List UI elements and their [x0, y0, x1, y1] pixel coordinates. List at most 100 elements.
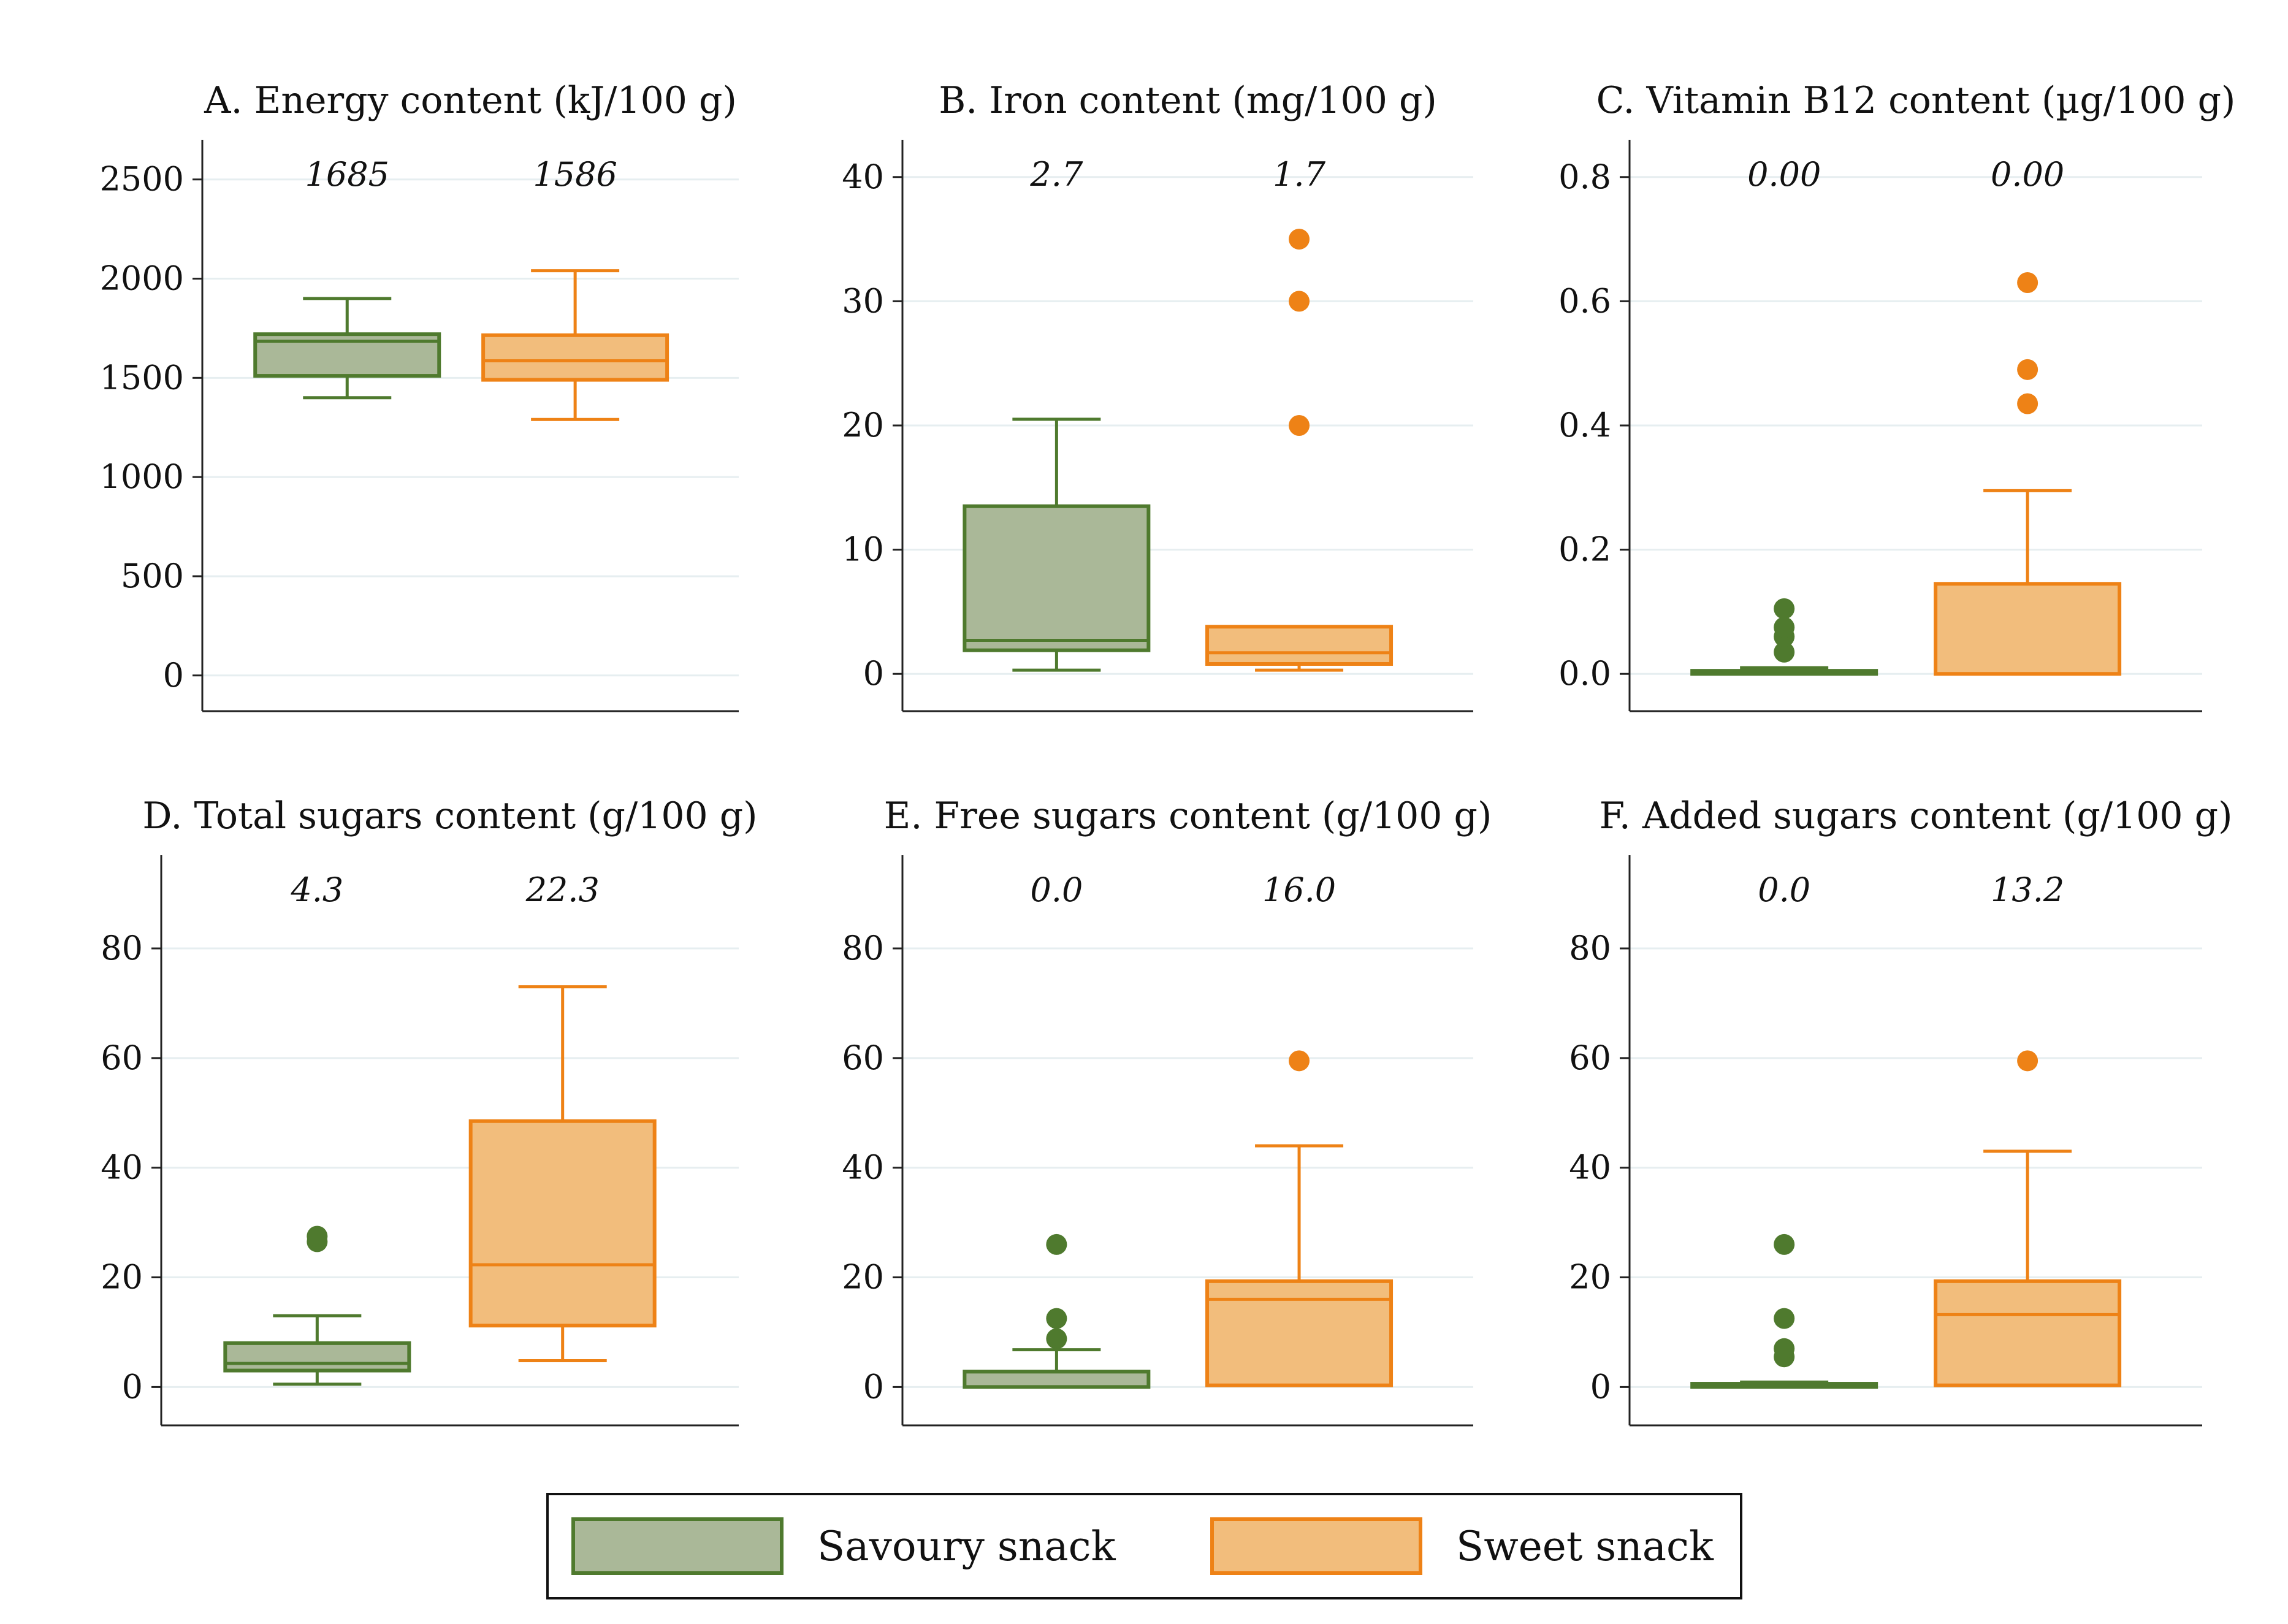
panel-title: E. Free sugars content (g/100 g) — [884, 795, 1492, 837]
median-label: 1586 — [533, 155, 617, 194]
y-tick-label: 0 — [863, 1367, 884, 1406]
sweet-box-group — [1205, 1050, 1394, 1387]
legend: Savoury snack Sweet snack — [546, 1493, 1742, 1599]
panels: A. Energy content (kJ/100 g)050010001500… — [100, 79, 2236, 1427]
y-tick-label: 0 — [163, 656, 184, 695]
panel-b: B. Iron content (mg/100 g) 0 10 20 30 40 2.7 1.… — [842, 79, 1473, 712]
y-tick-label: 0.8 — [1558, 158, 1611, 196]
legend-swatch-savoury — [571, 1517, 784, 1575]
iqr-box — [1205, 1279, 1394, 1387]
iqr-box — [963, 504, 1151, 652]
savoury-box-group — [1690, 1233, 1878, 1389]
panel-title: F. Added sugars content (g/100 g) — [1600, 795, 2233, 837]
median-label: 0.00 — [1991, 155, 2064, 194]
panel-a: A. Energy content (kJ/100 g) 0 500 1000 1500… — [100, 79, 739, 712]
sweet-box-group — [1205, 229, 1394, 672]
sweet-box-group — [481, 269, 669, 421]
y-tick-label: 40 — [842, 158, 884, 196]
y-tick-label: 20 — [101, 1258, 143, 1297]
iqr-box — [1205, 625, 1394, 666]
y-tick-label: 0.0 — [1558, 654, 1611, 693]
panel-d: D. Total sugars content (g/100 g) 0 20 40 60… — [101, 795, 758, 1427]
sweet-box-group — [1934, 1050, 2122, 1387]
outlier-point — [1774, 1233, 1795, 1255]
y-tick-label: 0 — [863, 654, 884, 693]
outlier-point — [1289, 1050, 1310, 1072]
y-tick-label: 0 — [1590, 1367, 1611, 1406]
median-label: 22.3 — [525, 871, 600, 909]
panel-e: E. Free sugars content (g/100 g) 0 20 40 60 8… — [842, 795, 1492, 1427]
y-tick-label: 60 — [1569, 1039, 1611, 1077]
y-tick-label: 20 — [1569, 1258, 1611, 1297]
y-tick-label: 2000 — [100, 259, 184, 298]
y-tick-label: 60 — [842, 1039, 884, 1077]
iqr-box — [223, 1341, 411, 1373]
median-label: 0.0 — [1758, 871, 1810, 909]
panel-f: F. Added sugars content (g/100 g) 0 20 40 60… — [1569, 795, 2233, 1427]
y-tick-label: 500 — [121, 557, 184, 595]
y-tick-label: 1000 — [100, 457, 184, 496]
y-tick-label: 20 — [842, 1258, 884, 1297]
legend-swatch-sweet — [1210, 1517, 1422, 1575]
y-tick-label: 80 — [101, 929, 143, 967]
median-label: 0.0 — [1030, 871, 1083, 909]
panel-title: D. Total sugars content (g/100 g) — [142, 795, 757, 837]
y-tick-label: 80 — [842, 929, 884, 967]
median-label: 2.7 — [1029, 155, 1083, 194]
y-tick-label: 10 — [842, 530, 884, 569]
outlier-point — [1289, 229, 1310, 250]
y-tick-label: 40 — [101, 1148, 143, 1187]
y-tick-label: 80 — [1569, 929, 1611, 967]
outlier-point — [2017, 359, 2038, 380]
savoury-box-group — [253, 297, 441, 400]
y-tick-label: 60 — [101, 1039, 143, 1077]
outlier-point — [1046, 1328, 1067, 1349]
panel-title: C. Vitamin B12 content (µg/100 g) — [1596, 79, 2236, 122]
y-tick-label: 2500 — [100, 160, 184, 199]
outlier-point — [1774, 1308, 1795, 1329]
y-tick-label: 40 — [842, 1148, 884, 1187]
panel-title: A. Energy content (kJ/100 g) — [204, 79, 737, 122]
median-label: 0.00 — [1747, 155, 1821, 194]
outlier-point — [307, 1226, 328, 1247]
legend-label-sweet: Sweet snack — [1456, 1523, 1714, 1570]
y-tick-label: 0.6 — [1558, 281, 1611, 320]
y-tick-label: 0.4 — [1558, 406, 1611, 444]
median-label: 13.2 — [1991, 871, 2064, 909]
savoury-box-group — [963, 1233, 1151, 1389]
iqr-box — [468, 1119, 657, 1328]
iqr-box — [1934, 582, 2122, 676]
median-label: 1685 — [305, 155, 389, 194]
median-label: 16.0 — [1262, 871, 1336, 909]
iqr-box — [481, 333, 669, 382]
outlier-point — [1774, 641, 1795, 663]
y-tick-label: 30 — [842, 281, 884, 320]
outlier-point — [1046, 1308, 1067, 1329]
outlier-point — [1774, 598, 1795, 619]
outlier-point — [1046, 1233, 1067, 1255]
outlier-point — [2017, 393, 2038, 414]
outlier-point — [2017, 1050, 2038, 1072]
outlier-point — [1774, 1338, 1795, 1359]
legend-label-savoury: Savoury snack — [817, 1523, 1116, 1570]
sweet-box-group — [1934, 272, 2122, 676]
outlier-point — [1289, 415, 1310, 436]
y-tick-label: 0 — [122, 1367, 143, 1406]
panel-c: C. Vitamin B12 content (µg/100 g) 0.0 0.2 0… — [1558, 79, 2236, 712]
y-tick-label: 20 — [842, 406, 884, 444]
savoury-box-group — [1690, 598, 1878, 676]
savoury-box-group — [223, 1226, 411, 1386]
median-label: 1.7 — [1273, 155, 1326, 194]
y-tick-label: 1500 — [100, 358, 184, 397]
outlier-point — [2017, 272, 2038, 293]
outlier-point — [1289, 291, 1310, 312]
iqr-box — [1934, 1279, 2122, 1387]
y-tick-label: 40 — [1569, 1148, 1611, 1187]
median-label: 4.3 — [290, 871, 343, 909]
y-tick-label: 0.2 — [1558, 530, 1611, 569]
panel-title: B. Iron content (mg/100 g) — [939, 79, 1437, 122]
savoury-box-group — [963, 417, 1151, 672]
iqr-box — [963, 1370, 1151, 1389]
